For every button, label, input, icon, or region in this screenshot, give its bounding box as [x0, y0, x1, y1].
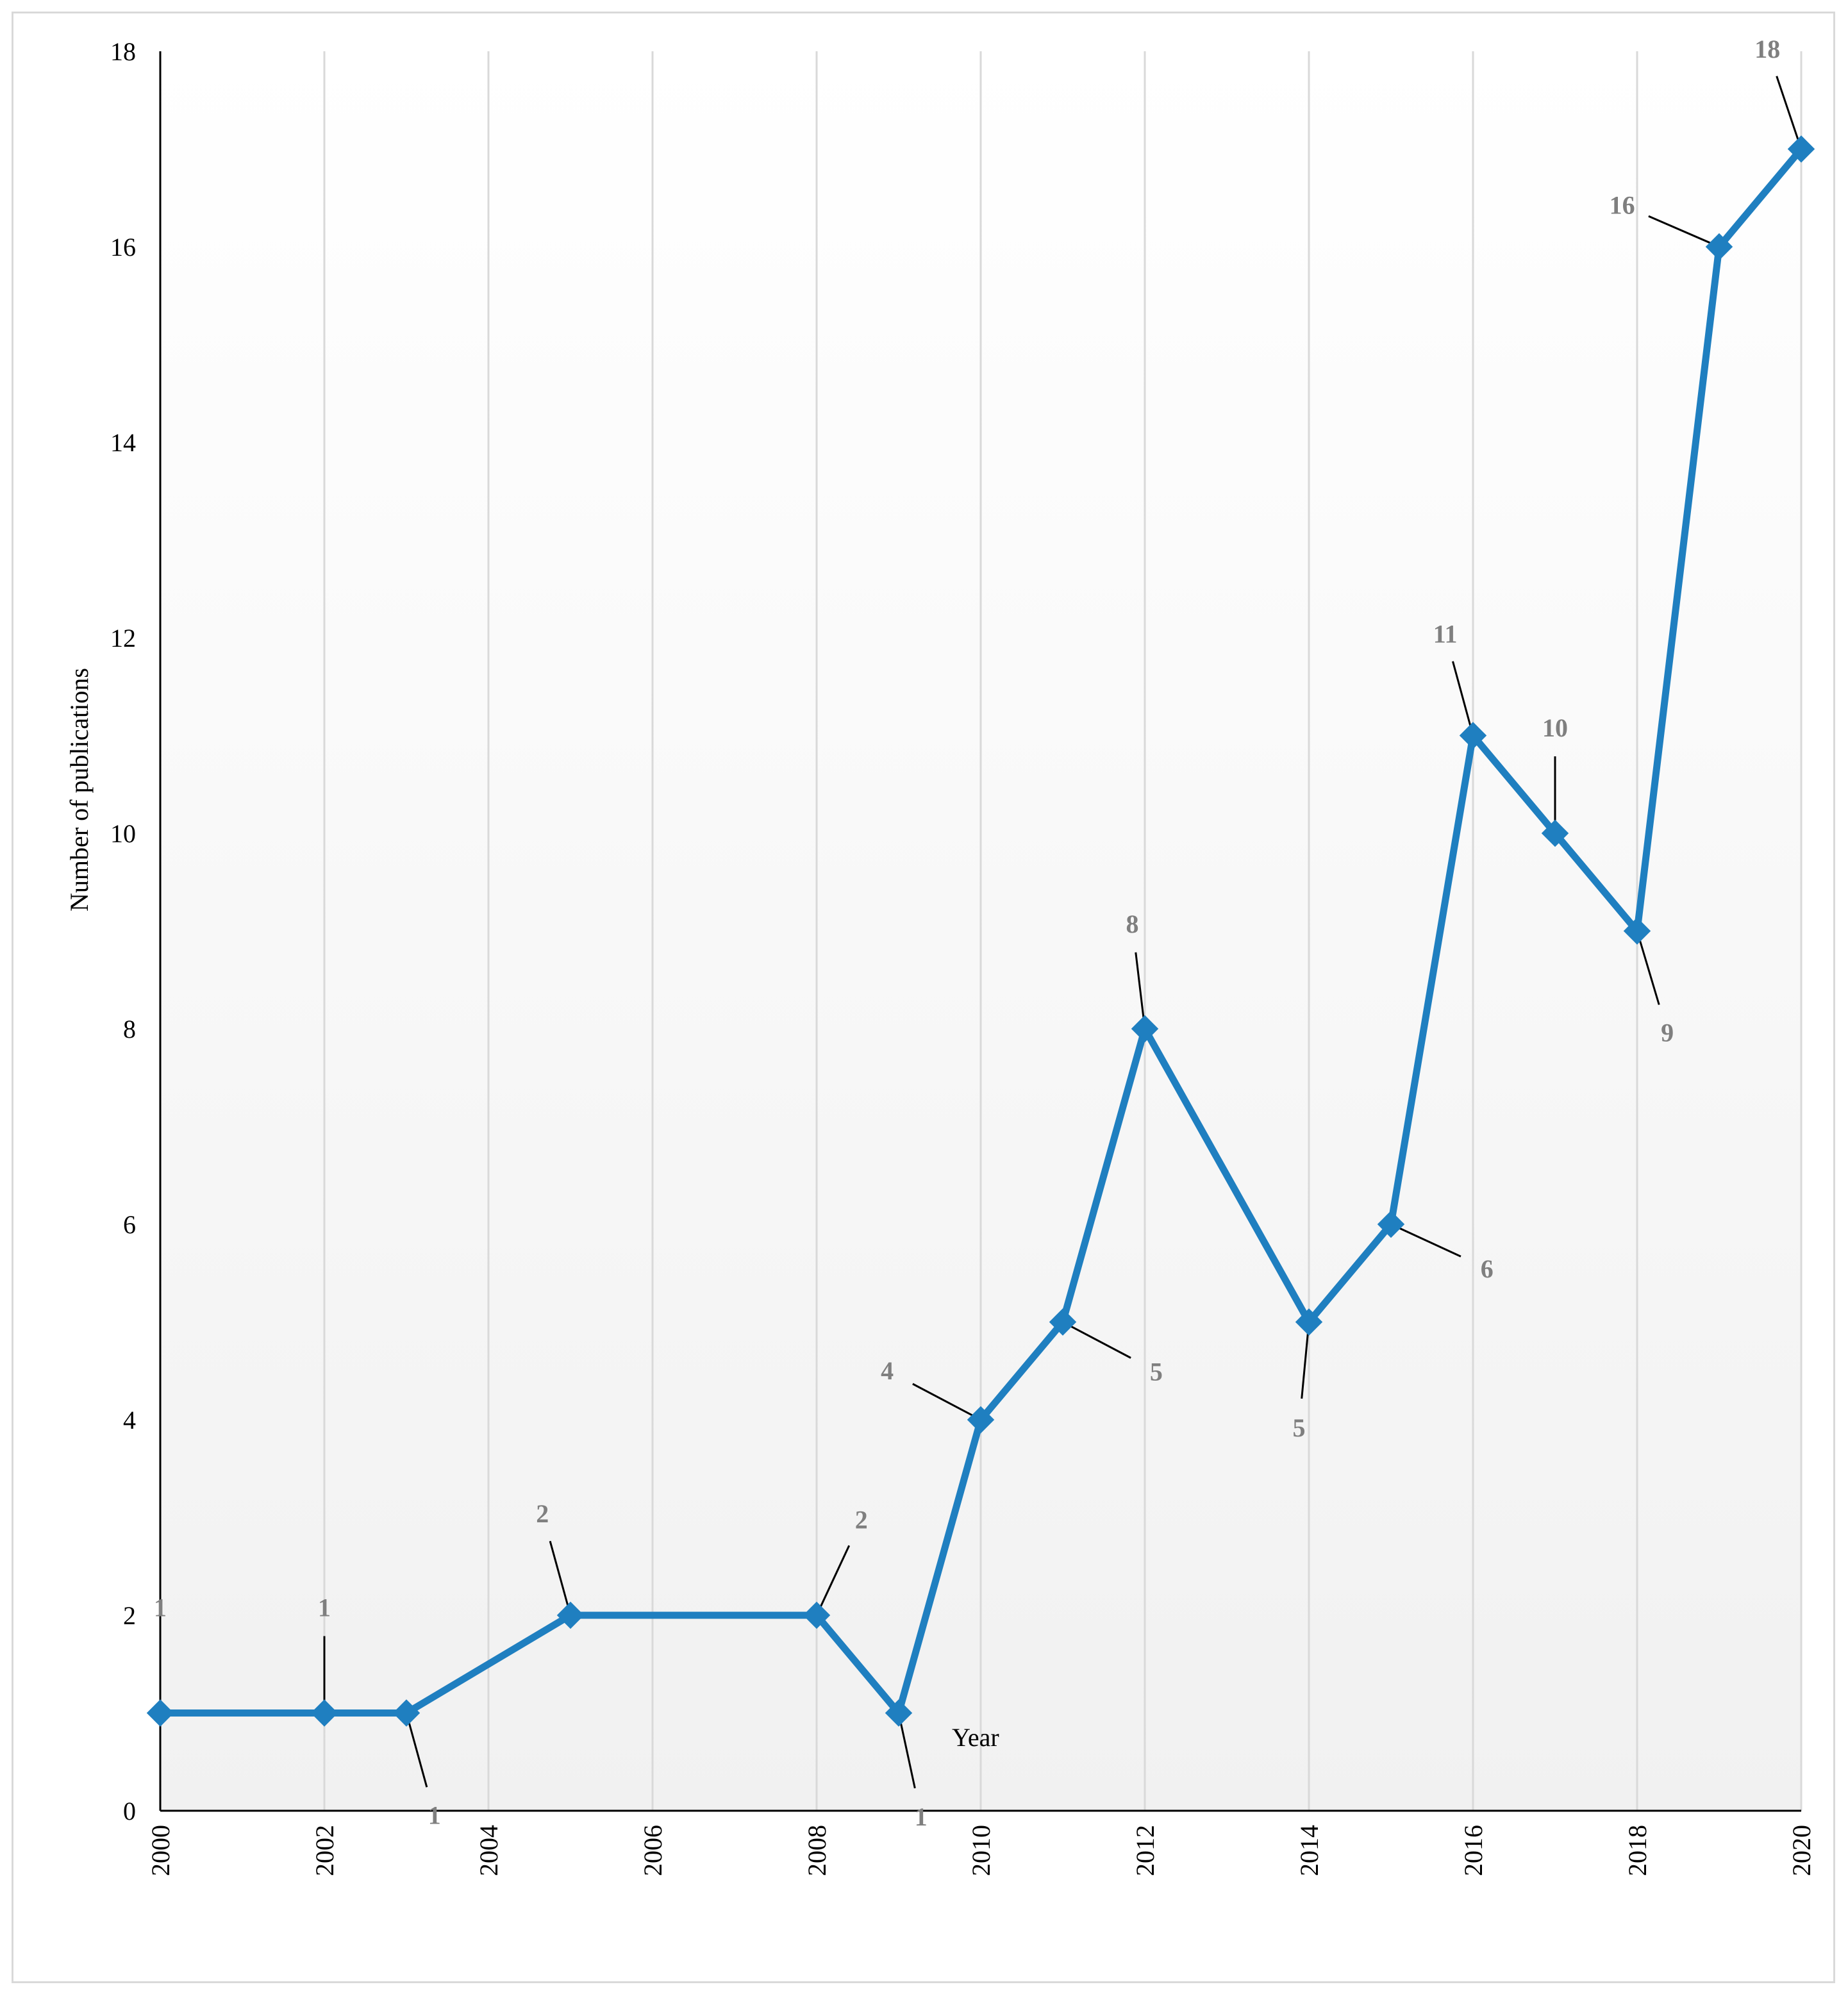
- leader-line-2003: [408, 1721, 428, 1788]
- y-tick-labels: 0 2 4 6 8 10 12 14 16 18: [110, 37, 136, 1826]
- x-tick-label-2006: 2006: [638, 1825, 667, 1876]
- series: [156, 146, 1805, 1717]
- leader-line-2009: [899, 1721, 916, 1789]
- y-tick-label-16: 16: [110, 233, 136, 262]
- x-axis-title: Year: [952, 1723, 999, 1752]
- data-label-2020: 18: [1754, 35, 1780, 63]
- x-tick-label-2016: 2016: [1459, 1825, 1488, 1876]
- x-tick-label-2012: 2012: [1131, 1825, 1160, 1876]
- data-label-2005: 2: [536, 1499, 549, 1528]
- leader-line-2016: [1452, 661, 1472, 728]
- leader-line-2008: [819, 1545, 851, 1608]
- data-label-2002: 1: [318, 1593, 331, 1622]
- data-label-2003: 1: [428, 1801, 441, 1830]
- data-point-2016: [1459, 722, 1487, 749]
- y-tick-label-18: 18: [110, 37, 136, 66]
- leader-line-2005: [549, 1540, 569, 1607]
- leader-line-2020: [1776, 76, 1799, 141]
- leader-line-2014: [1301, 1331, 1310, 1399]
- data-label-2011: 5: [1150, 1358, 1163, 1386]
- data-label-2010: 4: [881, 1356, 894, 1385]
- data-label-2016: 11: [1433, 619, 1458, 648]
- x-tick-labels: 2000 2002 2004 2006 2008 2010 2012 2014 2016 2018…: [146, 1825, 1816, 1876]
- y-tick-label-12: 12: [110, 624, 136, 653]
- x-tick-label-2008: 2008: [803, 1825, 831, 1876]
- y-tick-label-8: 8: [123, 1015, 136, 1044]
- data-label-2000: 1: [154, 1593, 167, 1622]
- leader-line-2015: [1399, 1227, 1461, 1258]
- x-tick-label-2000: 2000: [146, 1825, 175, 1876]
- y-tick-label-0: 0: [123, 1797, 136, 1826]
- leader-line-2011: [1070, 1325, 1131, 1359]
- data-label-2017: 10: [1542, 713, 1568, 742]
- data-label-2015: 6: [1481, 1254, 1494, 1283]
- y-tick-label-2: 2: [123, 1601, 136, 1630]
- leader-line-2010: [912, 1383, 974, 1417]
- x-tick-label-2004: 2004: [474, 1825, 503, 1876]
- data-label-2012: 8: [1126, 910, 1139, 938]
- x-tick-label-2010: 2010: [967, 1825, 995, 1876]
- x-tick-label-2002: 2002: [310, 1825, 339, 1876]
- leader-line-2019: [1648, 215, 1711, 244]
- y-tick-label-4: 4: [123, 1406, 136, 1435]
- data-point-2012: [1131, 1015, 1159, 1043]
- gridlines: [159, 51, 1802, 1811]
- data-point-2009: [885, 1699, 913, 1727]
- data-label-2009: 1: [915, 1802, 928, 1831]
- leader-line-2018: [1638, 939, 1660, 1005]
- data-point-2010: [967, 1406, 995, 1434]
- y-tick-label-14: 14: [110, 428, 136, 457]
- data-label-2019: 16: [1610, 190, 1635, 219]
- data-point-2018: [1623, 917, 1651, 945]
- x-tick-label-2018: 2018: [1623, 1825, 1652, 1876]
- data-point-2017: [1541, 819, 1569, 847]
- data-label-leaders: [159, 76, 1799, 1789]
- data-label-2018: 9: [1661, 1019, 1674, 1047]
- leader-line-2012: [1135, 952, 1145, 1020]
- data-label-2008: 2: [855, 1506, 868, 1534]
- y-tick-label-10: 10: [110, 819, 136, 848]
- data-label-2014: 5: [1293, 1413, 1306, 1442]
- y-tick-label-6: 6: [123, 1210, 136, 1239]
- y-axis-title: Number of publications: [65, 668, 94, 911]
- x-tick-label-2014: 2014: [1295, 1825, 1324, 1876]
- data-point-2011: [1049, 1308, 1077, 1336]
- series-line-0: [156, 146, 1805, 1717]
- data-point-2015: [1377, 1210, 1405, 1238]
- data-point-2008: [803, 1601, 831, 1629]
- axes: [159, 51, 1801, 1812]
- x-tick-label-2020: 2020: [1787, 1825, 1816, 1876]
